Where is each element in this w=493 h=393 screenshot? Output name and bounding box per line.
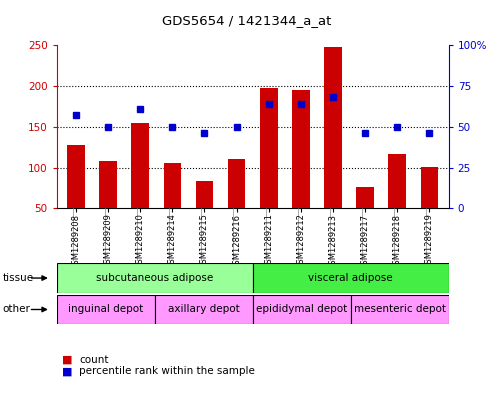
Bar [57, 263, 252, 293]
Text: axillary depot: axillary depot [168, 305, 240, 314]
Text: GSM1289214: GSM1289214 [168, 214, 177, 270]
Text: ■: ■ [62, 366, 72, 376]
Text: GSM1289218: GSM1289218 [393, 214, 402, 270]
Text: GSM1289215: GSM1289215 [200, 214, 209, 270]
Bar [57, 295, 155, 324]
Text: percentile rank within the sample: percentile rank within the sample [79, 366, 255, 376]
Text: other: other [2, 305, 31, 314]
Text: GSM1289211: GSM1289211 [264, 214, 273, 270]
Bar [67, 145, 85, 208]
Bar [356, 187, 374, 208]
Text: count: count [79, 354, 108, 365]
Text: GSM1289219: GSM1289219 [425, 214, 434, 270]
Bar [132, 123, 149, 208]
Text: tissue: tissue [2, 273, 34, 283]
Bar [351, 295, 449, 324]
Bar [99, 161, 117, 208]
Text: GSM1289212: GSM1289212 [296, 214, 305, 270]
Text: GSM1289216: GSM1289216 [232, 214, 241, 270]
Text: GSM1289210: GSM1289210 [136, 214, 145, 270]
Bar [252, 295, 351, 324]
Text: GSM1289213: GSM1289213 [328, 214, 338, 270]
Bar [196, 180, 213, 208]
Text: ■: ■ [62, 354, 72, 365]
Bar [228, 160, 246, 208]
Text: GSM1289217: GSM1289217 [360, 214, 370, 270]
Text: inguinal depot: inguinal depot [68, 305, 143, 314]
Text: mesenteric depot: mesenteric depot [353, 305, 446, 314]
Bar [155, 295, 252, 324]
Text: visceral adipose: visceral adipose [308, 273, 393, 283]
Text: GSM1289208: GSM1289208 [71, 214, 80, 270]
Text: epididymal depot: epididymal depot [256, 305, 347, 314]
Bar [388, 154, 406, 208]
Text: GDS5654 / 1421344_a_at: GDS5654 / 1421344_a_at [162, 14, 331, 27]
Bar [292, 90, 310, 208]
Bar [421, 167, 438, 208]
Text: GSM1289209: GSM1289209 [104, 214, 112, 270]
Bar [164, 163, 181, 208]
Text: subcutaneous adipose: subcutaneous adipose [96, 273, 213, 283]
Bar [252, 263, 449, 293]
Bar [260, 88, 278, 208]
Bar [324, 47, 342, 208]
